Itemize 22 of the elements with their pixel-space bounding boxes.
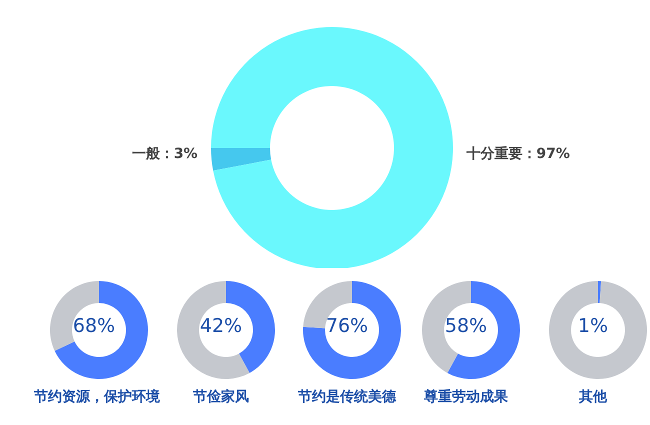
donut-slice	[177, 281, 250, 379]
donut-slice	[303, 281, 401, 379]
donut-slice	[549, 281, 647, 379]
text: 68%	[72, 315, 116, 337]
donut-slice	[447, 281, 520, 379]
text: 尊重劳动成果	[423, 388, 509, 406]
data-label: ：3%	[160, 146, 198, 162]
text: 节约资源，保护环境	[34, 388, 160, 406]
donut-slice	[598, 281, 602, 304]
text: 其他	[578, 388, 608, 406]
donut-slice	[211, 148, 272, 171]
text: 节俭家风	[192, 388, 250, 406]
donut-slice	[54, 281, 148, 379]
text: 节约是传统美德	[297, 388, 398, 406]
donut-slice	[211, 27, 453, 268]
text: 76%	[326, 315, 368, 337]
data-label: ：97%	[522, 146, 570, 162]
text: 1%	[578, 315, 608, 337]
text: 58%	[444, 315, 488, 337]
slice-label: 一般	[132, 146, 160, 162]
slice-label: 十分重要	[466, 146, 522, 162]
text: 42%	[200, 315, 242, 337]
